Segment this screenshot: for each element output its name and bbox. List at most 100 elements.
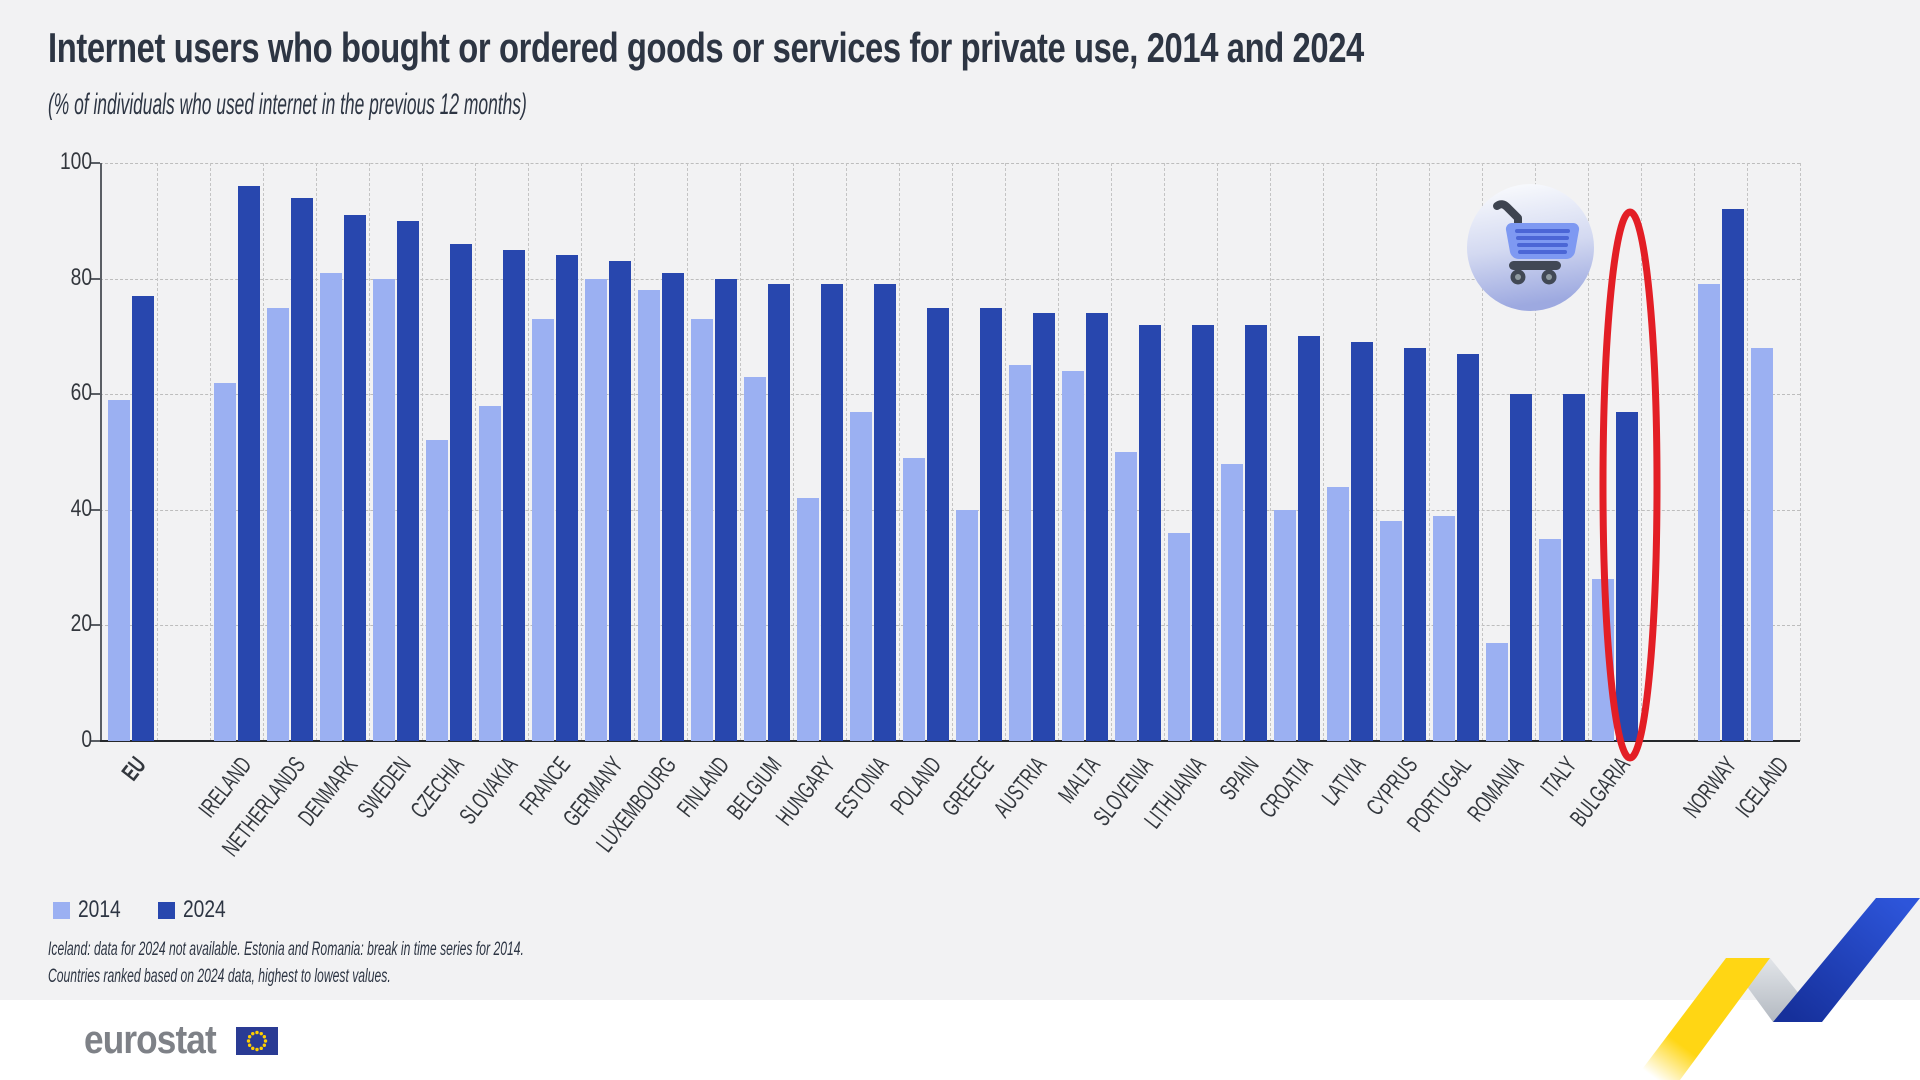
bar-FRANCE-2024	[555, 255, 578, 741]
bar-ROMANIA-2014	[1485, 642, 1508, 741]
bar-GERMANY-2014	[584, 278, 607, 741]
gridline-x-22	[1270, 163, 1271, 741]
x-label-AUSTRIA: AUSTRIA	[989, 752, 1053, 823]
bar-POLAND-2024	[926, 307, 949, 741]
gridline-x-16	[952, 163, 953, 741]
bar-HUNGARY-2024	[820, 284, 843, 741]
highlight-ellipse	[1599, 208, 1661, 762]
bar-SLOVAKIA-2024	[502, 249, 525, 741]
gridline-x-14	[846, 163, 847, 741]
gridline-x-10	[634, 163, 635, 741]
bar-LITHUANIA-2024	[1191, 324, 1214, 741]
eurostat-logo-text: eurostat	[84, 1018, 217, 1062]
bar-BELGIUM-2014	[743, 376, 766, 741]
gridline-y-60	[100, 394, 1800, 396]
x-label-ROMANIA: ROMANIA	[1462, 752, 1530, 827]
bar-ESTONIA-2024	[873, 284, 896, 741]
bar-EU-2014	[107, 399, 130, 741]
bar-POLAND-2014	[902, 457, 925, 741]
bar-CYPRUS-2014	[1379, 521, 1402, 741]
x-label-FINLAND: FINLAND	[671, 752, 735, 823]
y-tick-label-80: 80	[70, 263, 92, 291]
bar-GERMANY-2024	[608, 261, 631, 741]
bar-EU-2024	[131, 295, 154, 741]
gridline-y-100	[100, 163, 1800, 164]
footnote-line-1: Iceland: data for 2024 not available. Es…	[48, 939, 524, 960]
bar-ITALY-2014	[1538, 538, 1561, 741]
bar-NETHERLANDS-2024	[290, 197, 313, 741]
bar-FINLAND-2014	[690, 319, 713, 741]
gridline-x-27	[1535, 163, 1536, 741]
bar-IRELAND-2014	[213, 382, 236, 741]
bar-IRELAND-2024	[237, 186, 260, 741]
gridline-x-19	[1111, 163, 1112, 741]
legend-swatch-2014	[53, 901, 70, 919]
gridline-x-20	[1164, 163, 1165, 741]
gridline-x-30	[1694, 163, 1695, 741]
legend-swatch-2024	[158, 901, 175, 919]
y-tick-80	[91, 277, 100, 280]
gridline-x-7	[475, 163, 476, 741]
gridline-x-2	[210, 163, 211, 741]
bar-CROATIA-2024	[1297, 336, 1320, 741]
zigzag-ribbon-decoration	[1634, 898, 1920, 1080]
gridline-x-18	[1058, 163, 1059, 741]
bar-FRANCE-2014	[531, 319, 554, 741]
gridline-x-8	[528, 163, 529, 741]
x-axis-line	[100, 740, 1800, 742]
page-title: Internet users who bought or ordered goo…	[48, 24, 1364, 71]
gridline-x-24	[1376, 163, 1377, 741]
bar-SLOVENIA-2014	[1114, 452, 1137, 741]
bar-HUNGARY-2014	[796, 498, 819, 741]
x-label-NORWAY: NORWAY	[1677, 752, 1742, 824]
y-tick-label-100: 100	[59, 147, 92, 175]
bar-DENMARK-2024	[343, 215, 366, 741]
bar-NORWAY-2024	[1721, 209, 1744, 741]
x-label-POLAND: POLAND	[885, 752, 947, 820]
gridline-x-15	[899, 163, 900, 741]
y-tick-label-20: 20	[70, 610, 92, 638]
gridline-y-80	[100, 278, 1800, 280]
gridline-x-12	[740, 163, 741, 741]
gridline-x-31	[1747, 163, 1748, 741]
y-tick-label-0: 0	[81, 725, 92, 753]
bar-SPAIN-2014	[1220, 463, 1243, 741]
bar-LATVIA-2024	[1350, 342, 1373, 741]
gridline-x-6	[422, 163, 423, 741]
bar-NETHERLANDS-2014	[266, 307, 289, 741]
bar-GREECE-2024	[979, 307, 1002, 741]
x-label-ITALY: ITALY	[1535, 752, 1583, 802]
gridline-x-11	[687, 163, 688, 741]
bar-PORTUGAL-2024	[1456, 353, 1479, 741]
y-tick-label-60: 60	[70, 379, 92, 407]
footer-band	[0, 1000, 1920, 1080]
bar-ROMANIA-2024	[1509, 394, 1532, 741]
bar-BULGARIA-2024	[1615, 411, 1638, 741]
y-tick-60	[91, 393, 100, 396]
shopping-cart-icon	[1467, 184, 1594, 311]
bar-SLOVAKIA-2014	[478, 405, 501, 741]
gridline-x-17	[1005, 163, 1006, 741]
bar-ITALY-2024	[1562, 394, 1585, 741]
x-label-SWEDEN: SWEDEN	[352, 752, 417, 824]
gridline-x-26	[1482, 163, 1483, 741]
eurostat-logo: eurostat	[84, 1018, 278, 1063]
bar-MALTA-2014	[1061, 371, 1084, 741]
eu-flag-icon	[235, 1026, 278, 1055]
gridline-x-9	[581, 163, 582, 741]
bar-AUSTRIA-2014	[1008, 365, 1031, 741]
gridline-x-32	[1800, 163, 1801, 741]
legend-item-2024: 2024	[158, 896, 236, 924]
bar-CYPRUS-2024	[1403, 347, 1426, 741]
bar-LITHUANIA-2014	[1167, 532, 1190, 741]
x-label-GREECE: GREECE	[937, 752, 1000, 822]
x-label-SPAIN: SPAIN	[1214, 752, 1265, 806]
legend-item-2014: 2014	[53, 896, 131, 924]
bar-DENMARK-2014	[319, 272, 342, 741]
bar-ESTONIA-2014	[849, 411, 872, 741]
bar-AUSTRIA-2024	[1032, 313, 1055, 741]
bar-ICELAND-2014	[1750, 347, 1773, 741]
bar-LUXEMBOURG-2024	[661, 272, 684, 741]
bar-SLOVENIA-2024	[1138, 324, 1161, 741]
